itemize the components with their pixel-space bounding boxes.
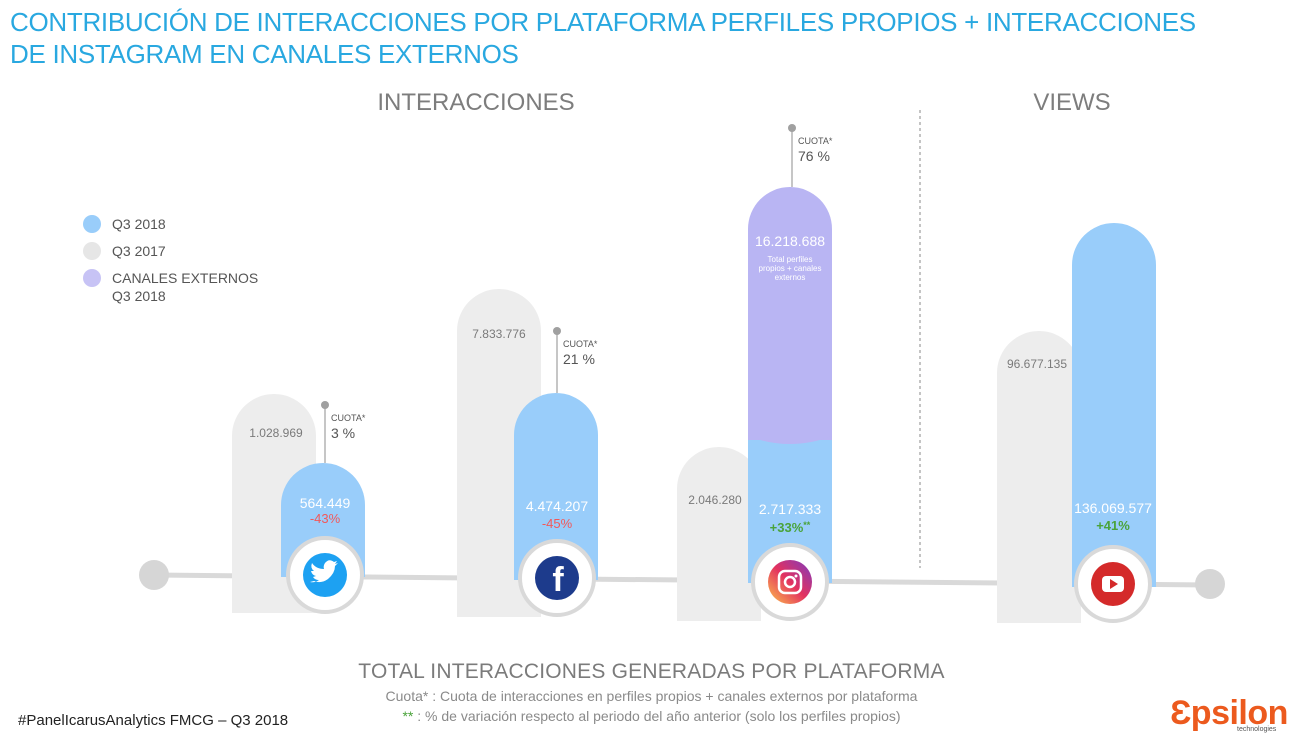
youtube-icon (1091, 562, 1135, 606)
timeline-end-dot (1195, 569, 1225, 599)
twitter-icon (303, 553, 347, 597)
twitter-cuota-value: 3 % (331, 425, 355, 441)
youtube-change: +41% (1096, 518, 1130, 533)
instagram-icon-bg (768, 560, 812, 604)
instagram-cuota-dot (788, 124, 796, 132)
footer-note-text: : % de variación respecto al periodo del… (413, 708, 901, 724)
instagram-q3-2017-label: 2.046.280 (688, 493, 742, 507)
twitter-bird (310, 560, 338, 583)
legend-swatch-1 (83, 215, 101, 233)
legend-label-3b: Q3 2018 (112, 288, 166, 304)
facebook-cuota-value: 21 % (563, 351, 595, 367)
instagram-flash (794, 574, 798, 578)
footer-title: TOTAL INTERACCIONES GENERADAS POR PLATAF… (358, 660, 945, 683)
instagram-cuota-label: CUOTA* (798, 136, 833, 146)
section-label-interacciones: INTERACCIONES (377, 89, 574, 116)
page-title: CONTRIBUCIÓN DE INTERACCIONES POR PLATAF… (10, 6, 1290, 70)
instagram-externos-note-3: externos (775, 273, 806, 282)
title-line-2: DE INSTAGRAM EN CANALES EXTERNOS (10, 39, 519, 69)
epsilon-logo: Ɛpsilon (1170, 694, 1288, 732)
youtube-q3-2017-bar (997, 331, 1081, 623)
twitter-change: -43% (310, 511, 341, 526)
footer-note-cuota: Cuota* : Cuota de interacciones en perfi… (385, 688, 918, 704)
timeline-start-dot (139, 560, 169, 590)
facebook-change: -45% (542, 516, 573, 531)
instagram-change: +33%** (770, 520, 811, 535)
instagram-externos-bar (748, 187, 832, 440)
footer-note-mark: ** (402, 708, 414, 724)
epsilon-logo-sub: technologies (1237, 726, 1277, 733)
legend-swatch-3 (83, 269, 101, 287)
facebook-icon: f (535, 556, 579, 600)
twitter-cuota-label: CUOTA* (331, 413, 366, 423)
twitter-q3-2018-label: 564.449 (300, 495, 351, 511)
facebook-cuota-dot (553, 327, 561, 335)
instagram-externos-total: 16.218.688 (755, 233, 825, 249)
legend-label-2: Q3 2017 (112, 243, 166, 259)
youtube-play (1110, 579, 1118, 589)
instagram-change-suffix: ** (803, 520, 811, 530)
facebook-icon-bg (535, 556, 579, 600)
legend-label-1: Q3 2018 (112, 216, 166, 232)
instagram-q3-2018-label: 2.717.333 (759, 501, 821, 517)
instagram-icon (768, 560, 812, 604)
facebook-q3-2018-label: 4.474.207 (526, 498, 588, 514)
legend-swatch-2 (83, 242, 101, 260)
twitter-q3-2017-label: 1.028.969 (249, 426, 303, 440)
facebook-cuota-label: CUOTA* (563, 339, 598, 349)
legend-label-3: CANALES EXTERNOS (112, 270, 258, 286)
instagram-frame (777, 569, 803, 595)
instagram-q3-2017-bar (677, 447, 761, 621)
instagram-cuota-value: 76 % (798, 148, 830, 164)
youtube-q3-2018-label: 136.069.577 (1074, 500, 1152, 516)
instagram-lens (783, 575, 797, 589)
title-line-1: CONTRIBUCIÓN DE INTERACCIONES POR PLATAF… (10, 7, 1196, 37)
youtube-q3-2018-bar (1072, 223, 1156, 587)
instagram-externos-note-2: propios + canales (759, 264, 822, 273)
instagram-externos-note-1: Total perfiles (768, 255, 813, 264)
section-label-views: VIEWS (1033, 89, 1110, 116)
facebook-q3-2018-bar (514, 393, 598, 580)
twitter-cuota-dot (321, 401, 329, 409)
hashtag: #PanelIcarusAnalytics FMCG – Q3 2018 (18, 712, 289, 729)
facebook-q3-2017-label: 7.833.776 (472, 327, 526, 341)
youtube-q3-2017-label: 96.677.135 (1007, 357, 1067, 371)
facebook-f: f (552, 561, 564, 599)
instagram-externos-bar-base (748, 430, 832, 444)
footer-note-variation: ** : % de variación respecto al periodo … (0, 708, 1303, 724)
